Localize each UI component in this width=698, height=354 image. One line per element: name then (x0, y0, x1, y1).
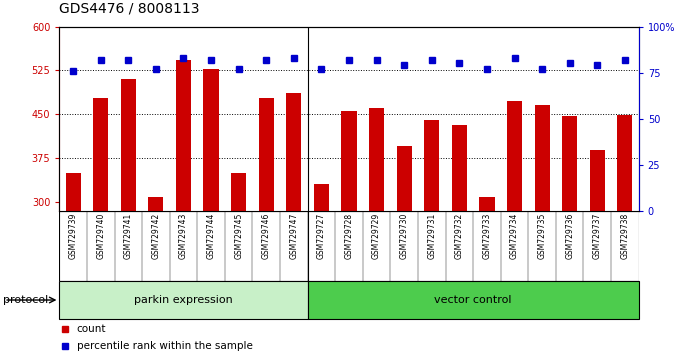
Text: GSM729727: GSM729727 (317, 213, 326, 259)
Bar (617, 115, 632, 211)
Bar (286, 93, 302, 211)
Bar (314, 184, 329, 211)
Text: GSM729729: GSM729729 (372, 213, 381, 259)
Bar (396, 146, 412, 211)
FancyBboxPatch shape (308, 281, 639, 319)
Bar (259, 98, 274, 211)
Text: GSM729728: GSM729728 (345, 213, 353, 259)
Bar (424, 120, 439, 211)
Bar (93, 98, 108, 211)
Text: GDS4476 / 8008113: GDS4476 / 8008113 (59, 2, 200, 16)
Bar (507, 101, 522, 211)
Bar (341, 111, 357, 211)
Bar (535, 105, 550, 211)
Text: GSM729743: GSM729743 (179, 213, 188, 259)
Bar (176, 61, 191, 211)
Text: vector control: vector control (434, 295, 512, 305)
Text: GSM729745: GSM729745 (234, 213, 243, 259)
Text: percentile rank within the sample: percentile rank within the sample (77, 341, 253, 351)
Text: GSM729746: GSM729746 (262, 213, 271, 259)
Text: GSM729739: GSM729739 (68, 213, 77, 259)
Text: GSM729740: GSM729740 (96, 213, 105, 259)
Text: GSM729747: GSM729747 (290, 213, 298, 259)
Text: protocol: protocol (3, 295, 49, 305)
Bar (480, 197, 494, 211)
Text: GSM729735: GSM729735 (537, 213, 547, 259)
Bar (66, 173, 81, 211)
Text: GSM729731: GSM729731 (427, 213, 436, 259)
Bar (562, 116, 577, 211)
Text: GSM729732: GSM729732 (455, 213, 464, 259)
Bar (148, 197, 163, 211)
FancyBboxPatch shape (59, 281, 308, 319)
Text: GSM729744: GSM729744 (207, 213, 216, 259)
Bar (121, 79, 136, 211)
Bar (204, 69, 218, 211)
Text: GSM729730: GSM729730 (400, 213, 408, 259)
Text: GSM729741: GSM729741 (124, 213, 133, 259)
Bar (231, 173, 246, 211)
Text: GSM729734: GSM729734 (510, 213, 519, 259)
Text: GSM729742: GSM729742 (151, 213, 161, 259)
Text: GSM729736: GSM729736 (565, 213, 574, 259)
Text: parkin expression: parkin expression (134, 295, 233, 305)
Text: GSM729737: GSM729737 (593, 213, 602, 259)
Bar (369, 108, 384, 211)
Text: GSM729738: GSM729738 (621, 213, 630, 259)
Bar (590, 150, 605, 211)
Bar (452, 125, 467, 211)
Text: count: count (77, 324, 106, 333)
Text: GSM729733: GSM729733 (482, 213, 491, 259)
